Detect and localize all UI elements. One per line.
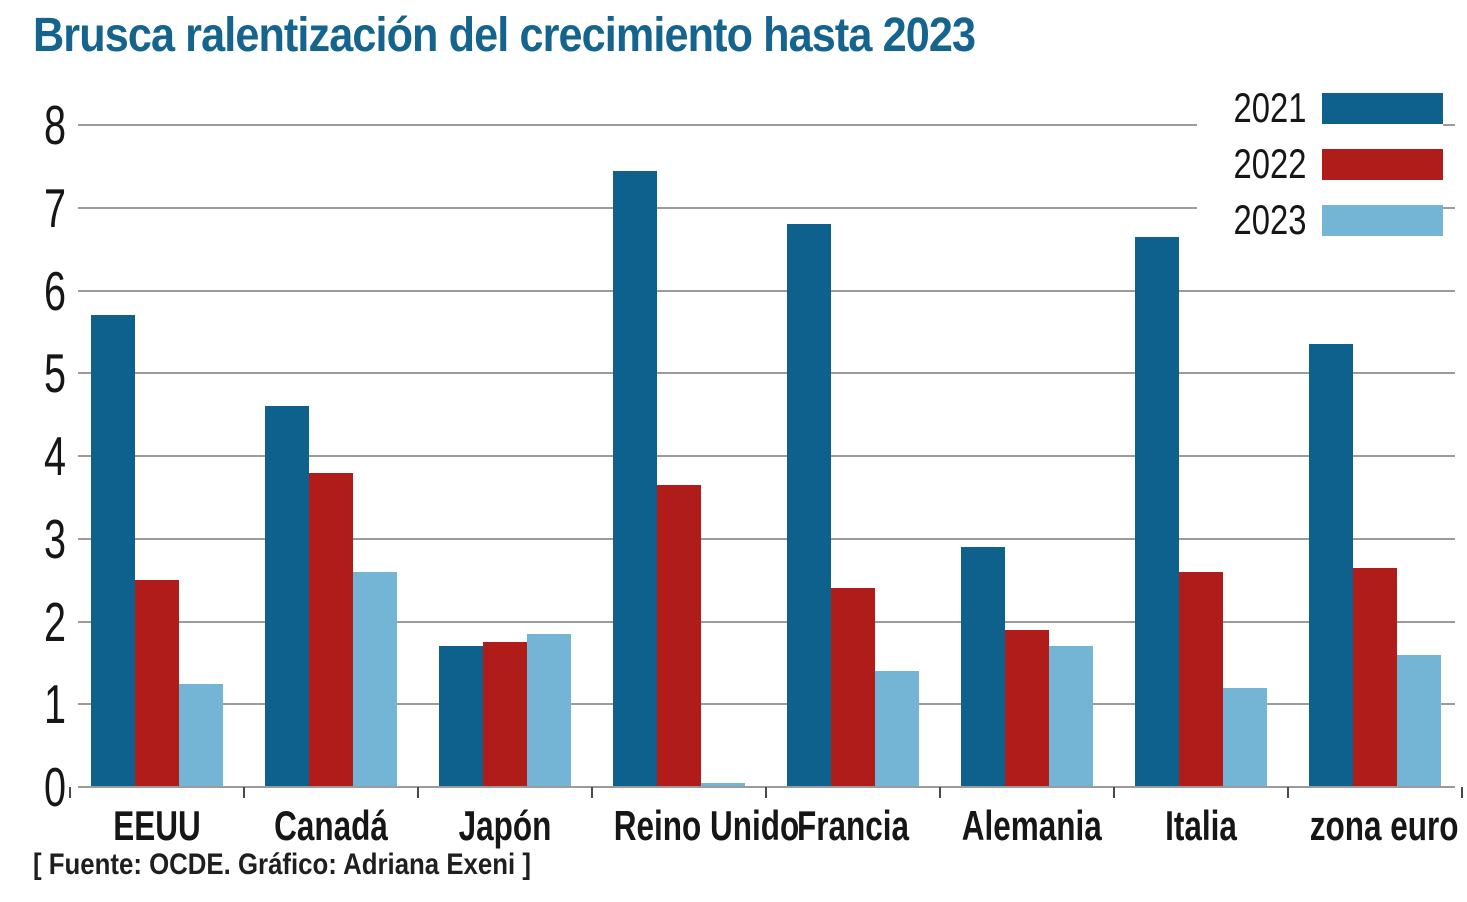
bar-2021-italia — [1135, 236, 1179, 787]
gridline-y-2 — [78, 620, 1455, 623]
bar-2023-alemania — [1049, 646, 1093, 787]
x-axis-label-alemania: Alemania — [961, 802, 1102, 849]
bar-2021-zona-euro — [1309, 344, 1353, 787]
x-axis-tick — [1113, 787, 1115, 798]
legend-label-2023: 2023 — [1233, 196, 1306, 243]
legend-row-2023: 2023 — [1197, 192, 1443, 248]
y-axis-label-0: 0 — [43, 756, 66, 818]
x-axis-tick — [243, 787, 245, 798]
bar-2022-alemania — [1005, 629, 1049, 787]
bar-2022-zona-euro — [1353, 567, 1397, 787]
bar-2022-francia — [831, 588, 875, 787]
y-axis-label-1: 1 — [43, 673, 66, 736]
x-axis-tick — [1461, 787, 1463, 798]
x-axis-label-eeuu: EEUU — [113, 802, 201, 849]
x-axis-label-canada: Canadá — [274, 802, 388, 849]
source-caption: [ Fuente: OCDE. Gráfico: Adriana Exeni ] — [33, 848, 531, 881]
chart-title: Brusca ralentización del crecimiento has… — [33, 9, 976, 62]
y-axis-label-7: 7 — [43, 176, 66, 239]
legend-label-2022: 2022 — [1233, 140, 1306, 187]
legend-swatch-2023 — [1322, 204, 1443, 236]
bar-2023-eeuu — [179, 683, 223, 787]
bar-2023-reino-unido — [701, 782, 745, 787]
y-axis-label-5: 5 — [43, 342, 66, 405]
legend-swatch-2021 — [1322, 92, 1443, 124]
x-axis-tick — [417, 787, 419, 798]
bar-2023-japon — [527, 633, 571, 787]
bar-2021-francia — [787, 224, 831, 787]
y-axis-label-3: 3 — [43, 507, 66, 570]
x-axis-label-japon: Japón — [458, 802, 552, 849]
legend-swatch-2022 — [1322, 148, 1443, 180]
x-axis-label-zona-euro: zona euro — [1309, 802, 1459, 849]
bar-2021-japon — [439, 646, 483, 787]
gridline-y-6 — [78, 289, 1455, 292]
bar-2021-alemania — [961, 547, 1005, 787]
gridline-y-7 — [78, 206, 1455, 209]
y-axis-label-4: 4 — [43, 425, 66, 487]
bar-2022-reino-unido — [657, 484, 701, 787]
bar-2023-canada — [353, 571, 397, 787]
x-axis-label-reino-unido: Reino Unido — [613, 802, 800, 849]
gridline-y-3 — [78, 537, 1455, 540]
bar-2022-italia — [1179, 571, 1223, 787]
legend-row-2022: 2022 — [1197, 136, 1443, 192]
bar-2023-italia — [1223, 687, 1267, 787]
legend-label-2021: 2021 — [1233, 84, 1306, 131]
bar-2021-reino-unido — [613, 170, 657, 787]
legend-row-2021: 2021 — [1197, 80, 1443, 136]
x-axis-tick — [765, 787, 767, 798]
bar-2023-francia — [875, 671, 919, 787]
bar-2021-canada — [265, 406, 309, 787]
x-axis-label-italia: Italia — [1165, 802, 1237, 849]
y-axis-label-2: 2 — [43, 590, 66, 653]
x-axis-tick — [591, 787, 593, 798]
bar-2022-japon — [483, 642, 527, 787]
x-axis-tick — [69, 787, 71, 798]
bar-2023-zona-euro — [1397, 654, 1441, 787]
gridline-y-5 — [78, 372, 1455, 375]
bar-2021-eeuu — [91, 315, 135, 787]
chart-legend: 2021 2022 2023 — [1197, 80, 1443, 248]
bar-2022-canada — [309, 472, 353, 787]
gridline-y-4 — [78, 455, 1455, 457]
x-axis-tick — [939, 787, 941, 798]
bar-2022-eeuu — [135, 580, 179, 787]
y-axis-label-8: 8 — [43, 94, 66, 156]
y-axis-label-6: 6 — [43, 259, 66, 322]
gridline-y-8 — [78, 124, 1455, 126]
gridline-y-1 — [78, 703, 1455, 706]
x-axis-label-francia: Francia — [796, 802, 910, 849]
x-axis-tick — [1287, 787, 1289, 798]
